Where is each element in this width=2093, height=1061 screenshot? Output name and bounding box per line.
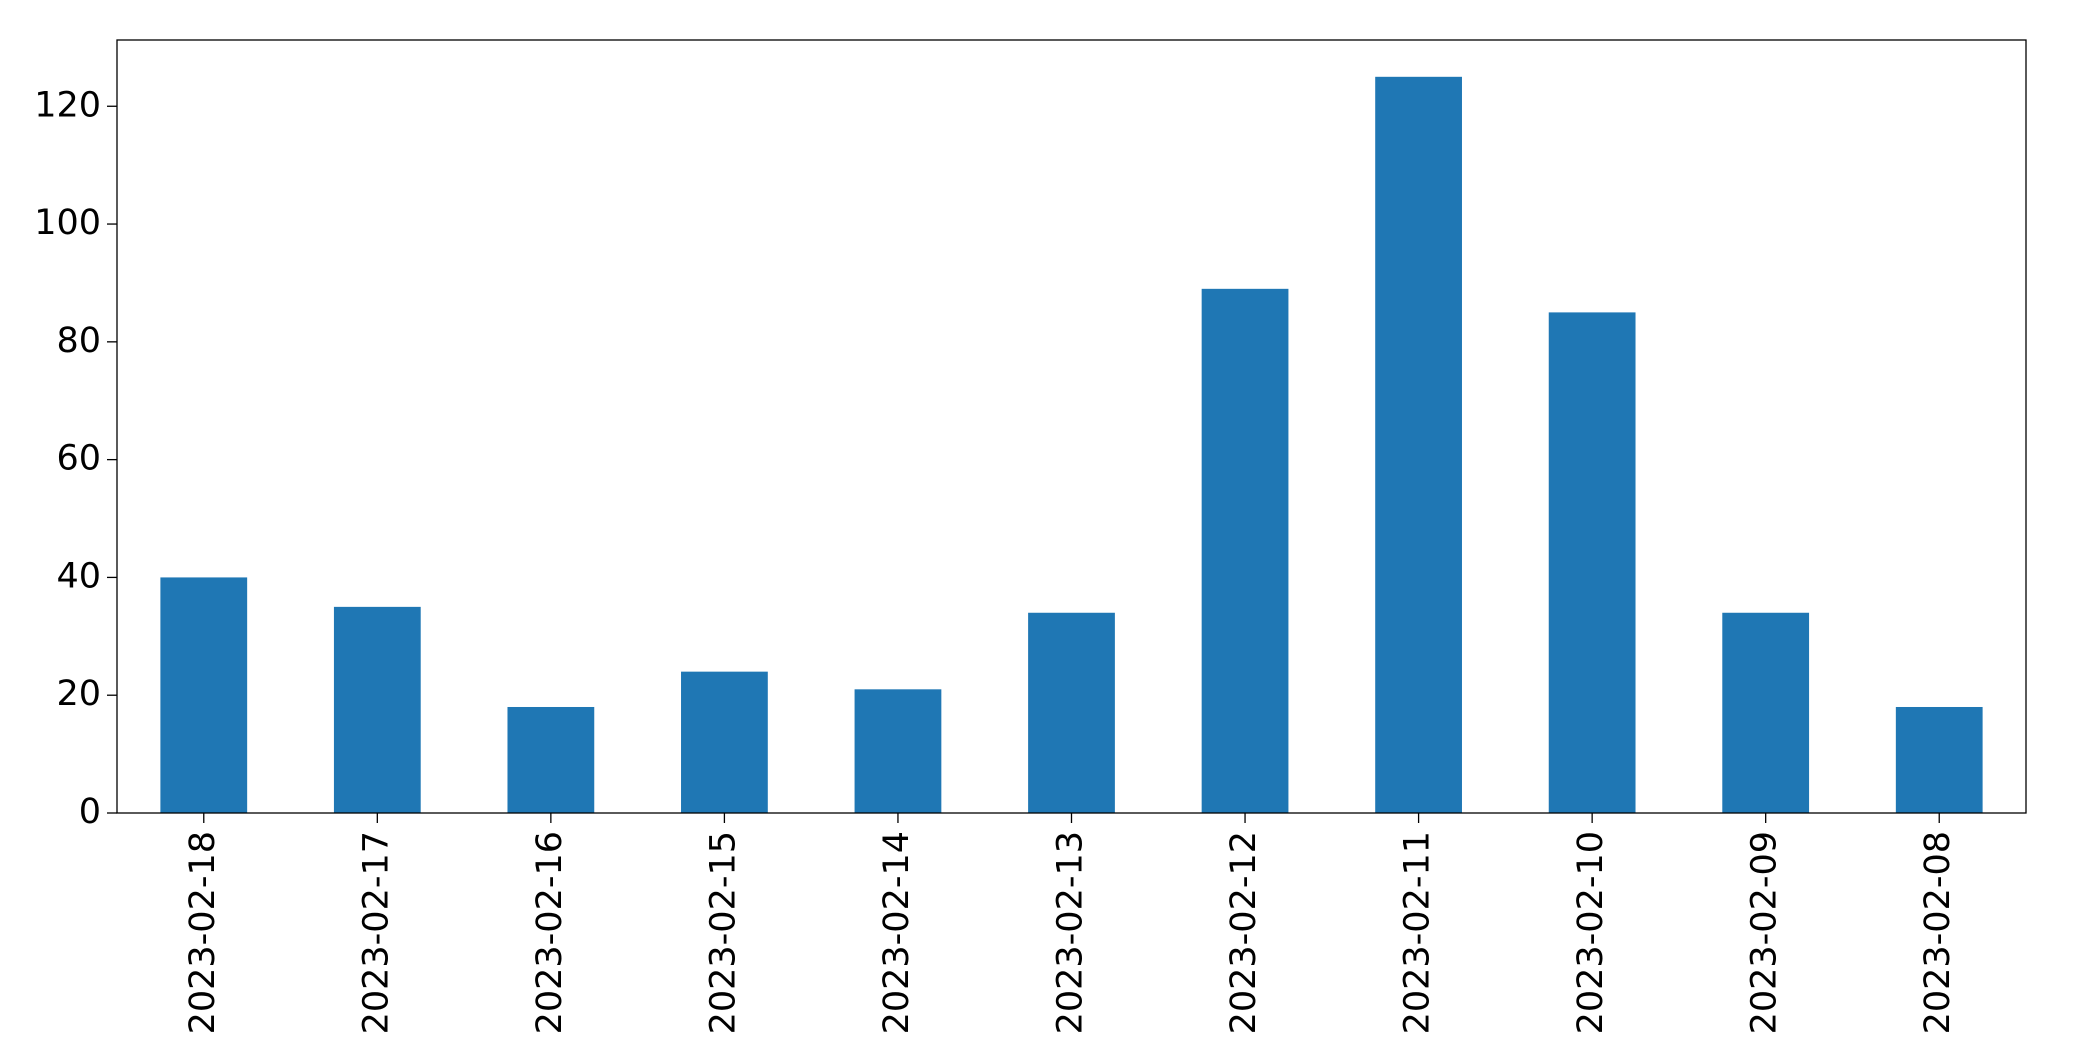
y-tick-label: 60 [56,439,101,479]
bar [1201,288,1289,813]
x-tick-label: 2023-02-08 [1918,831,1958,1034]
y-tick-label: 0 [79,792,101,832]
x-tick-label: 2023-02-17 [356,831,396,1034]
x-tick-label: 2023-02-12 [1224,831,1264,1034]
x-tick-label: 2023-02-13 [1051,831,1091,1034]
y-tick-label: 20 [56,674,101,714]
y-tick-label: 100 [34,203,101,243]
y-tick-label: 120 [34,85,101,125]
x-tick-label: 2023-02-11 [1398,831,1438,1034]
bar [1375,76,1462,814]
plot-frame [116,39,2027,814]
bar [1028,612,1115,813]
bar [1548,312,1636,813]
x-tick-label: 2023-02-18 [183,831,223,1034]
bar [1895,706,1983,813]
x-tick-label: 2023-02-15 [703,831,743,1034]
bar [507,706,595,813]
y-tick-label: 80 [56,321,101,361]
bar [854,689,942,813]
x-tick-label: 2023-02-09 [1745,831,1785,1034]
bar [333,606,421,813]
x-tick-label: 2023-02-10 [1571,831,1611,1034]
bar [681,671,768,813]
bar [160,577,248,813]
y-tick-label: 40 [56,556,101,596]
x-tick-label: 2023-02-16 [530,831,570,1034]
x-tick-label: 2023-02-14 [877,831,917,1034]
bar [1722,612,1810,813]
